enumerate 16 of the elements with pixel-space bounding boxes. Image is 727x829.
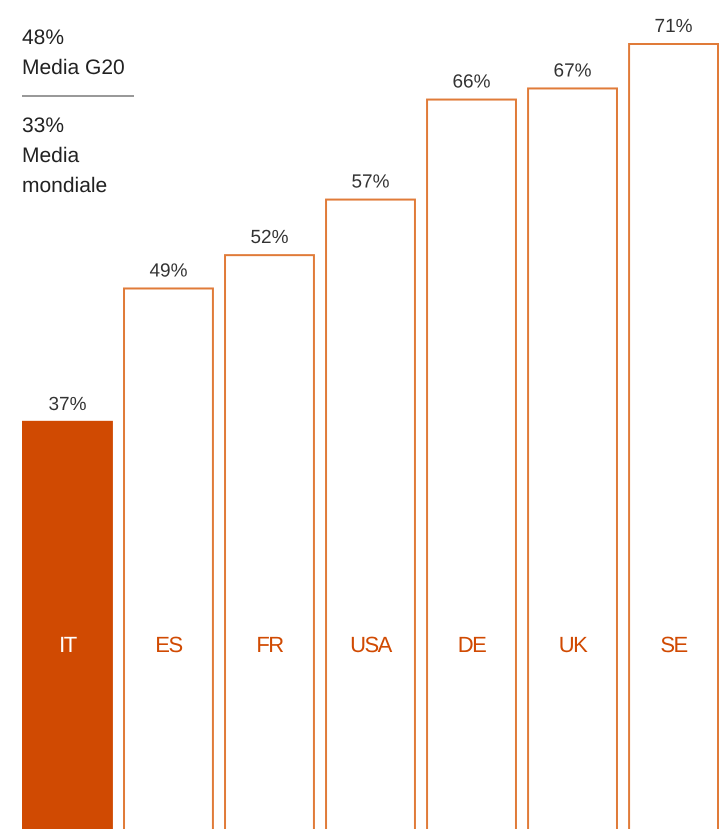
- data-label: 71%: [654, 16, 693, 37]
- x-tick-label: ES: [155, 632, 182, 657]
- data-label: 37%: [48, 394, 87, 415]
- data-label: 49%: [149, 260, 188, 282]
- data-label: 66%: [452, 72, 491, 93]
- data-label: 57%: [351, 172, 390, 193]
- x-tick-label: DE: [458, 632, 486, 657]
- annotation: 33% Media mondiale: [22, 114, 108, 197]
- data-label: 67%: [554, 60, 592, 82]
- x-tick-label: SE: [660, 632, 688, 657]
- x-tick-label: IT: [59, 632, 77, 657]
- data-label: 52%: [250, 227, 289, 248]
- x-tick-label: FR: [256, 632, 284, 657]
- annotation: 48% Media G20: [22, 26, 125, 79]
- x-tick-label: USA: [350, 632, 393, 657]
- x-tick-label: UK: [558, 632, 588, 657]
